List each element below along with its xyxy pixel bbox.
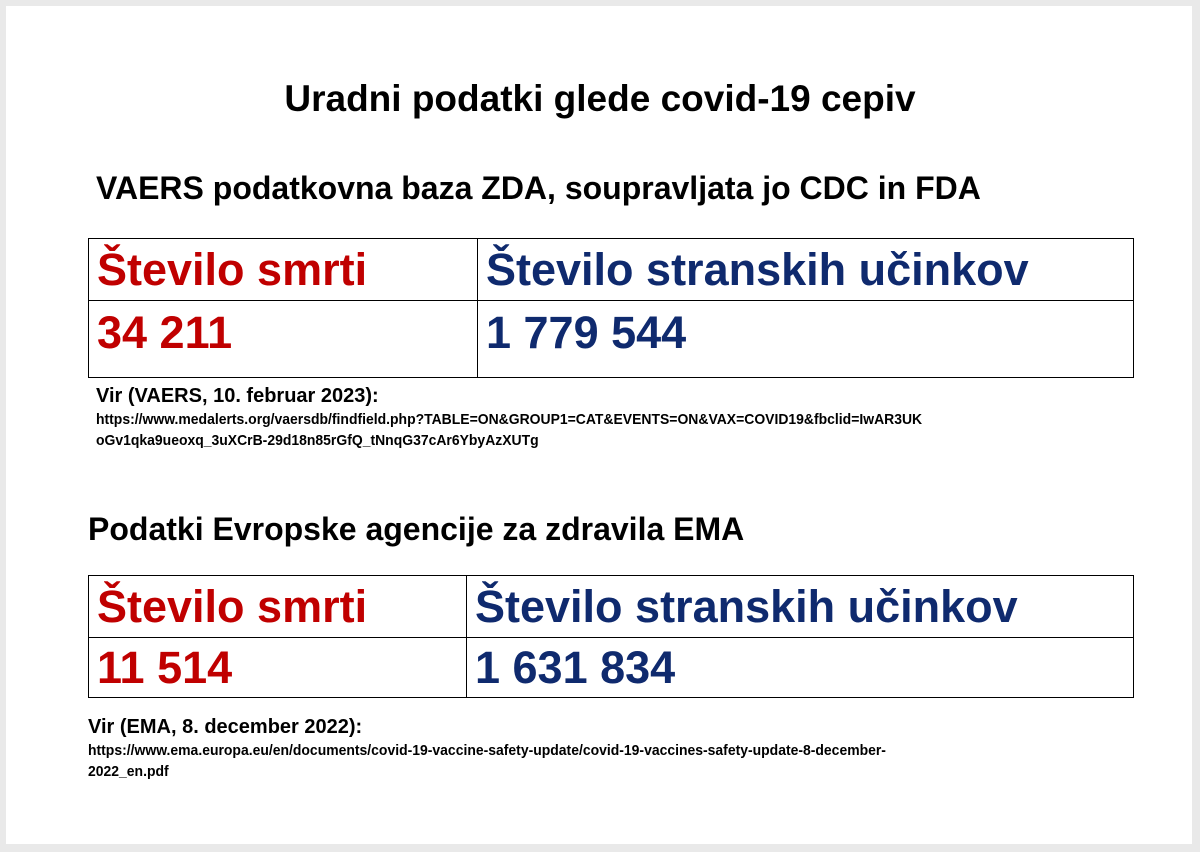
vaers-side-effects-label: Število stranskih učinkov (486, 243, 1029, 295)
vaers-source-url-line2: oGv1qka9ueoxq_3uXCrB-29d18n85rGfQ_tNnqG3… (96, 432, 539, 449)
ema-heading: Podatki Evropske agencije za zdravila EM… (88, 511, 745, 547)
ema-source-url-line2: 2022_en.pdf (88, 763, 169, 780)
vaers-source-url-line1: https://www.medalerts.org/vaersdb/findfi… (96, 411, 923, 428)
ema-deaths-label: Število smrti (89, 576, 467, 637)
page-title: Uradni podatki glede covid-19 cepiv (284, 78, 916, 119)
vaers-deaths-label: Število smrti (89, 239, 478, 300)
document-page (6, 6, 1192, 844)
vaers-source-label: Vir (VAERS, 10. februar 2023): (96, 385, 379, 407)
vaers-side-effects-value: 1 779 544 (486, 307, 687, 358)
ema-side-effects-value: 1 631 834 (475, 641, 676, 693)
vaers-value-row: 34 211 1 779 544 (89, 301, 1133, 377)
vaers-header-row: Število smrti Število stranskih učinkov (89, 239, 1133, 301)
vaers-deaths-value: 34 211 (89, 301, 478, 377)
ema-header-row: Število smrti Število stranskih učinkov (89, 576, 1133, 638)
ema-table: Število smrti Število stranskih učinkov … (88, 575, 1134, 698)
ema-deaths-value: 11 514 (89, 638, 467, 697)
vaers-heading: VAERS podatkovna baza ZDA, soupravljata … (96, 170, 981, 206)
ema-value-row: 11 514 1 631 834 (89, 638, 1133, 697)
ema-source-label: Vir (EMA, 8. december 2022): (88, 716, 363, 738)
ema-side-effects-label: Število stranskih učinkov (475, 580, 1018, 632)
vaers-table: Število smrti Število stranskih učinkov … (88, 238, 1134, 378)
ema-source-url-line1: https://www.ema.europa.eu/en/documents/c… (88, 742, 886, 759)
